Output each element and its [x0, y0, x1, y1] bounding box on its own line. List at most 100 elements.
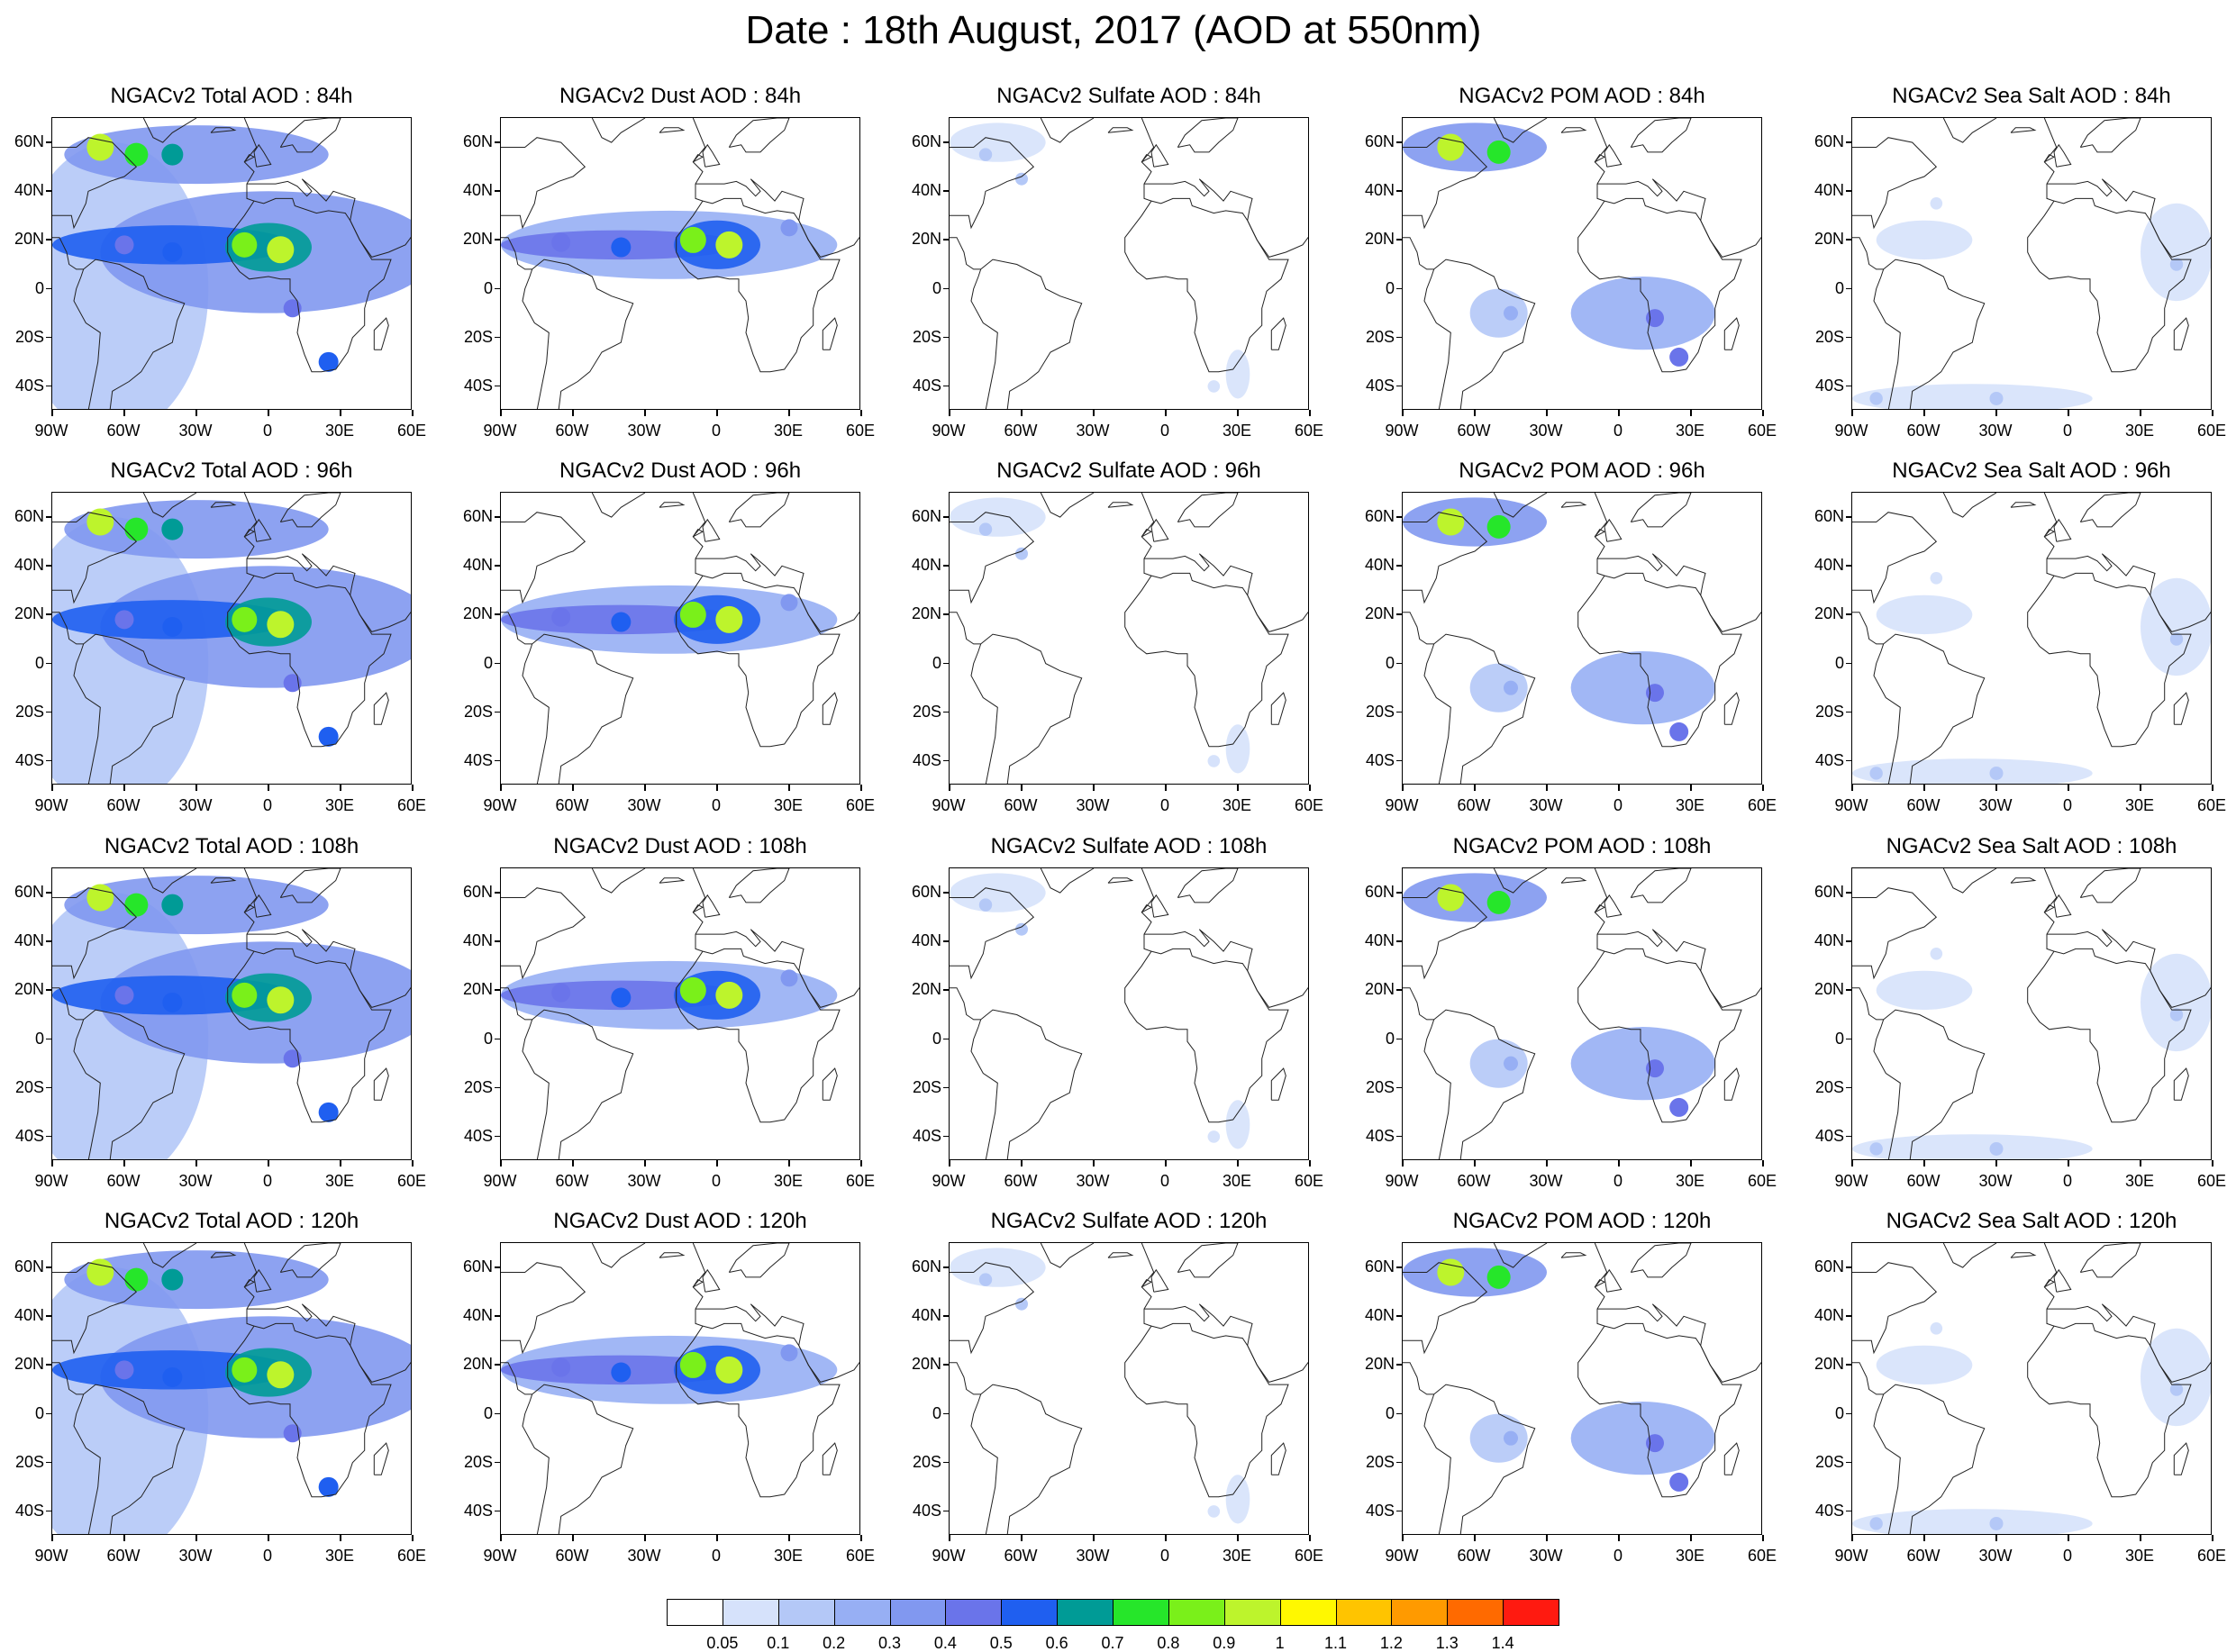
- lat-tick-label: 20N: [1813, 604, 1844, 623]
- coastline: [1560, 127, 1587, 133]
- lon-tick-label: 60E: [1294, 1547, 1324, 1565]
- aod-hotspot: [611, 237, 632, 258]
- lon-tick-mark: [1851, 1160, 1853, 1166]
- panel-title: NGACv2 Sulfate AOD : 120h: [990, 1209, 1268, 1233]
- map-panel: NGACv2 POM AOD : 96h 60N 40N 20N 0 20S 40S 90W 6…: [1365, 458, 1777, 822]
- panel-title: NGACv2 POM AOD : 108h: [1452, 834, 1712, 858]
- coastline: [1577, 118, 1742, 373]
- coastline: [1852, 987, 1884, 1021]
- aod-hotspot: [161, 518, 184, 540]
- map-panel: NGACv2 Sulfate AOD : 108h 60N 40N 20N 0 20S 40…: [912, 833, 1323, 1198]
- lon-tick-mark: [2212, 785, 2213, 791]
- lat-tick-label: 60N: [911, 883, 941, 902]
- lat-tick-label: 40S: [14, 1501, 44, 1520]
- lon-tick-mark: [860, 1160, 862, 1166]
- coastline: [1594, 1278, 1606, 1288]
- lat-tick-mark: [1396, 759, 1402, 762]
- coastline: [1873, 1384, 1986, 1534]
- lon-tick-label: 60W: [1906, 422, 1941, 440]
- aod-hotspot: [114, 610, 134, 630]
- aod-hotspot: [1015, 1297, 1028, 1311]
- coastline: [1723, 1067, 1740, 1101]
- lat-tick-mark: [46, 336, 51, 339]
- coastline: [501, 237, 532, 270]
- coastline: [1700, 970, 1761, 1008]
- lat-tick-label: 0: [34, 1029, 44, 1048]
- aod-hotspot: [1930, 571, 1943, 585]
- lat-tick-label: 40N: [1813, 556, 1844, 575]
- aod-hotspot: [1869, 392, 1883, 405]
- lat-tick-mark: [495, 1510, 500, 1512]
- lat-tick-label: 20N: [1364, 980, 1395, 999]
- coastline: [2150, 970, 2211, 1008]
- aod-hotspot: [318, 1476, 339, 1497]
- map-panel: NGACv2 Dust AOD : 84h 60N 40N 20N 0 20S 40S 90W…: [463, 83, 875, 448]
- aod-hotspot: [551, 232, 571, 252]
- lon-tick-label: 60E: [1294, 422, 1324, 440]
- lat-tick-label: 60N: [1813, 883, 1844, 902]
- aod-plume: [1876, 220, 1973, 260]
- aod-plume: [64, 1250, 329, 1310]
- lat-tick-mark: [1396, 565, 1402, 567]
- lat-tick-label: 20N: [911, 230, 941, 249]
- aod-plume: [2141, 1328, 2211, 1427]
- coastline: [350, 595, 411, 632]
- lat-tick-label: 0: [1385, 653, 1395, 672]
- map-frame: [1851, 492, 2212, 785]
- lat-tick-label: 60N: [1813, 507, 1844, 526]
- lon-tick-mark: [1237, 1535, 1239, 1541]
- lon-tick-mark: [340, 785, 341, 791]
- lat-tick-label: 0: [932, 1403, 941, 1422]
- lat-tick-mark: [495, 287, 500, 290]
- panel-title: NGACv2 Sea Salt AOD : 120h: [1886, 1209, 2177, 1233]
- lon-tick-mark: [195, 1160, 197, 1166]
- coastline: [2053, 894, 2072, 918]
- coastline: [142, 493, 197, 518]
- lon-tick-label: 0: [262, 422, 272, 440]
- coastline: [1873, 633, 1986, 784]
- panel-title: NGACv2 Sea Salt AOD : 96h: [1892, 458, 2171, 483]
- aod-hotspot: [162, 241, 183, 262]
- colorbar-label: 0.5: [989, 1634, 1013, 1652]
- coastline: [1150, 1268, 1169, 1293]
- aod-hotspot: [162, 992, 183, 1012]
- lat-tick-mark: [495, 759, 500, 762]
- lon-tick-label: 30E: [773, 796, 804, 814]
- lat-tick-label: 0: [1385, 1403, 1395, 1422]
- coastline: [2150, 220, 2211, 258]
- coastline: [1597, 178, 1706, 221]
- lat-tick-mark: [1846, 613, 1851, 615]
- lat-tick-label: 40N: [14, 181, 44, 200]
- lat-tick-mark: [1846, 1461, 1851, 1464]
- map-frame: [1402, 117, 1762, 410]
- coastline: [728, 1243, 790, 1278]
- aod-hotspot: [1989, 766, 2004, 780]
- coastline: [822, 692, 838, 725]
- coastline: [1040, 118, 1095, 143]
- lat-tick-label: 20N: [1364, 1355, 1395, 1374]
- lon-tick-label: 30E: [2124, 796, 2155, 814]
- lat-tick-mark: [46, 385, 51, 387]
- lat-tick-mark: [943, 892, 949, 894]
- coastline: [1630, 493, 1692, 528]
- lon-tick-label: 60E: [1294, 1172, 1324, 1190]
- aod-hotspot: [780, 1344, 798, 1362]
- lon-tick-mark: [1093, 1160, 1095, 1166]
- lon-tick-label: 30E: [1222, 796, 1252, 814]
- aod-hotspot: [232, 231, 258, 258]
- lon-tick-label: 60E: [396, 1547, 427, 1565]
- lon-tick-mark: [1995, 410, 1997, 416]
- lon-tick-mark: [2212, 410, 2213, 416]
- lat-tick-mark: [1846, 1315, 1851, 1317]
- lon-tick-label: 30W: [627, 1547, 661, 1565]
- lat-tick-mark: [46, 940, 51, 942]
- aod-map: [950, 1243, 1308, 1534]
- colorbar-swatch: [1168, 1599, 1225, 1626]
- lon-tick-mark: [1923, 785, 1925, 791]
- aod-hotspot: [679, 1351, 706, 1378]
- lat-tick-label: 20N: [1364, 604, 1395, 623]
- coastline: [1604, 1268, 1623, 1293]
- lon-tick-label: 0: [1159, 422, 1169, 440]
- lon-tick-label: 30E: [2124, 422, 2155, 440]
- coastline: [1597, 929, 1706, 971]
